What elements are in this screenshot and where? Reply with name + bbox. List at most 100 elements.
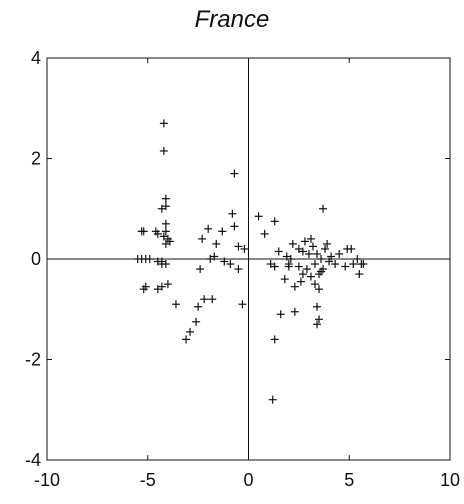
data-point <box>310 260 319 269</box>
axis-ticks <box>46 57 451 461</box>
data-point <box>294 262 303 271</box>
data-point <box>335 249 344 258</box>
data-point <box>208 295 217 304</box>
data-point <box>341 262 350 271</box>
data-point <box>204 224 213 233</box>
data-point <box>315 315 324 324</box>
data-point <box>317 267 326 276</box>
data-point <box>230 169 239 178</box>
data-point <box>270 335 279 344</box>
data-point <box>153 285 162 294</box>
data-point <box>325 257 334 266</box>
data-point <box>210 252 219 261</box>
data-point <box>313 249 322 258</box>
data-point <box>298 270 307 279</box>
data-point <box>159 146 168 155</box>
data-point <box>268 395 277 404</box>
data-point <box>153 229 162 238</box>
data-point <box>306 234 315 243</box>
data-point <box>321 244 330 253</box>
data-point <box>230 222 239 231</box>
data-point <box>200 295 209 304</box>
data-point <box>300 237 309 246</box>
data-point <box>234 265 243 274</box>
data-point <box>302 265 311 274</box>
data-point <box>182 335 191 344</box>
data-point <box>347 244 356 253</box>
y-tick-label: 4 <box>31 48 41 68</box>
tick-labels: -10 -5 0 5 10 -4 -2 0 2 4 <box>25 48 460 490</box>
y-tick-label: -2 <box>25 350 41 370</box>
data-point <box>218 227 227 236</box>
x-tick-label: 10 <box>440 470 460 490</box>
data-point <box>355 270 364 279</box>
y-tick-label: 0 <box>31 249 41 269</box>
data-point <box>296 277 305 286</box>
x-tick-label: 0 <box>243 470 253 490</box>
data-point <box>359 260 368 269</box>
data-point <box>161 219 170 228</box>
data-point <box>240 244 249 253</box>
y-tick-label: 2 <box>31 149 41 169</box>
data-point <box>238 300 247 309</box>
data-point <box>165 237 174 246</box>
data-point <box>282 252 291 261</box>
data-point <box>161 239 170 248</box>
data-point <box>310 280 319 289</box>
data-point <box>226 260 235 269</box>
data-point <box>331 260 340 269</box>
data-point <box>270 262 279 271</box>
data-point <box>280 275 289 284</box>
data-point <box>266 260 275 269</box>
data-point <box>315 285 324 294</box>
data-point <box>159 232 168 241</box>
data-point <box>139 227 148 236</box>
data-point <box>308 242 317 251</box>
data-point <box>349 260 358 269</box>
y-tick-label: -4 <box>25 450 41 470</box>
data-point <box>286 255 295 263</box>
data-point <box>198 234 207 243</box>
data-points <box>133 119 368 404</box>
data-point <box>157 204 166 213</box>
data-point <box>313 320 322 329</box>
reference-lines <box>47 58 450 460</box>
x-tick-label: -10 <box>34 470 60 490</box>
data-point <box>157 282 166 291</box>
data-point <box>276 310 285 319</box>
data-point <box>192 317 201 326</box>
x-tick-label: -5 <box>140 470 156 490</box>
data-point <box>298 247 307 256</box>
x-tick-label: 5 <box>344 470 354 490</box>
data-point <box>306 272 315 281</box>
data-point <box>220 257 229 266</box>
data-point <box>159 119 168 128</box>
data-point <box>228 209 237 218</box>
data-point <box>319 204 328 213</box>
data-point <box>157 260 166 269</box>
data-point <box>254 212 263 221</box>
data-point <box>196 265 205 274</box>
data-point <box>290 307 299 316</box>
data-point <box>145 255 154 263</box>
data-point <box>186 327 195 336</box>
data-point <box>194 302 203 311</box>
data-point <box>274 247 283 256</box>
data-point <box>161 227 170 236</box>
data-point <box>171 300 180 309</box>
data-point <box>313 302 322 311</box>
data-point <box>163 280 172 289</box>
data-point <box>353 255 362 263</box>
data-point <box>304 249 313 258</box>
data-point <box>327 252 336 261</box>
data-point <box>323 239 332 248</box>
data-point <box>161 194 170 203</box>
data-point <box>317 255 326 263</box>
data-point <box>161 202 170 211</box>
data-point <box>288 239 297 248</box>
data-point <box>270 217 279 226</box>
data-point <box>234 242 243 251</box>
chart-title: France <box>194 6 270 33</box>
data-point <box>260 229 269 238</box>
